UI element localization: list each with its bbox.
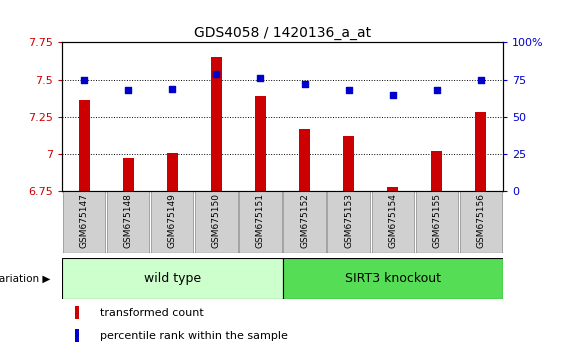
Point [256, 75, 265, 81]
Bar [282, 258, 503, 299]
Bar [123, 159, 134, 191]
Bar [79, 101, 90, 191]
Bar [460, 191, 502, 253]
Text: wild type: wild type [144, 272, 201, 285]
Bar [75, 330, 79, 342]
Bar [107, 191, 149, 253]
Text: GSM675154: GSM675154 [388, 193, 397, 248]
Bar [255, 96, 266, 191]
Text: SIRT3 knockout: SIRT3 knockout [345, 272, 441, 285]
Bar [211, 57, 222, 191]
Bar [195, 191, 237, 253]
Point [124, 87, 133, 93]
Bar [63, 191, 105, 253]
Bar [62, 258, 282, 299]
Bar [387, 187, 398, 191]
Text: GSM675148: GSM675148 [124, 193, 133, 248]
Point [212, 71, 221, 76]
Point [388, 92, 397, 97]
Text: GSM675152: GSM675152 [300, 193, 309, 248]
Title: GDS4058 / 1420136_a_at: GDS4058 / 1420136_a_at [194, 26, 371, 40]
Point [344, 87, 353, 93]
Bar [284, 191, 325, 253]
Text: transformed count: transformed count [99, 308, 203, 318]
Text: percentile rank within the sample: percentile rank within the sample [99, 331, 288, 341]
Point [476, 77, 485, 82]
Bar [75, 307, 79, 319]
Bar [431, 151, 442, 191]
Text: GSM675150: GSM675150 [212, 193, 221, 248]
Bar [475, 112, 486, 191]
Bar [151, 191, 193, 253]
Bar [343, 136, 354, 191]
Text: GSM675153: GSM675153 [344, 193, 353, 248]
Text: genotype/variation ▶: genotype/variation ▶ [0, 274, 51, 284]
Bar [240, 191, 281, 253]
Point [168, 86, 177, 91]
Point [300, 81, 309, 87]
Point [80, 77, 89, 82]
Text: GSM675147: GSM675147 [80, 193, 89, 248]
Text: GSM675156: GSM675156 [476, 193, 485, 248]
Text: GSM675149: GSM675149 [168, 193, 177, 248]
Bar [167, 153, 178, 191]
Bar [416, 191, 458, 253]
Bar [328, 191, 370, 253]
Point [432, 87, 441, 93]
Text: GSM675151: GSM675151 [256, 193, 265, 248]
Text: GSM675155: GSM675155 [432, 193, 441, 248]
Bar [372, 191, 414, 253]
Bar [299, 129, 310, 191]
